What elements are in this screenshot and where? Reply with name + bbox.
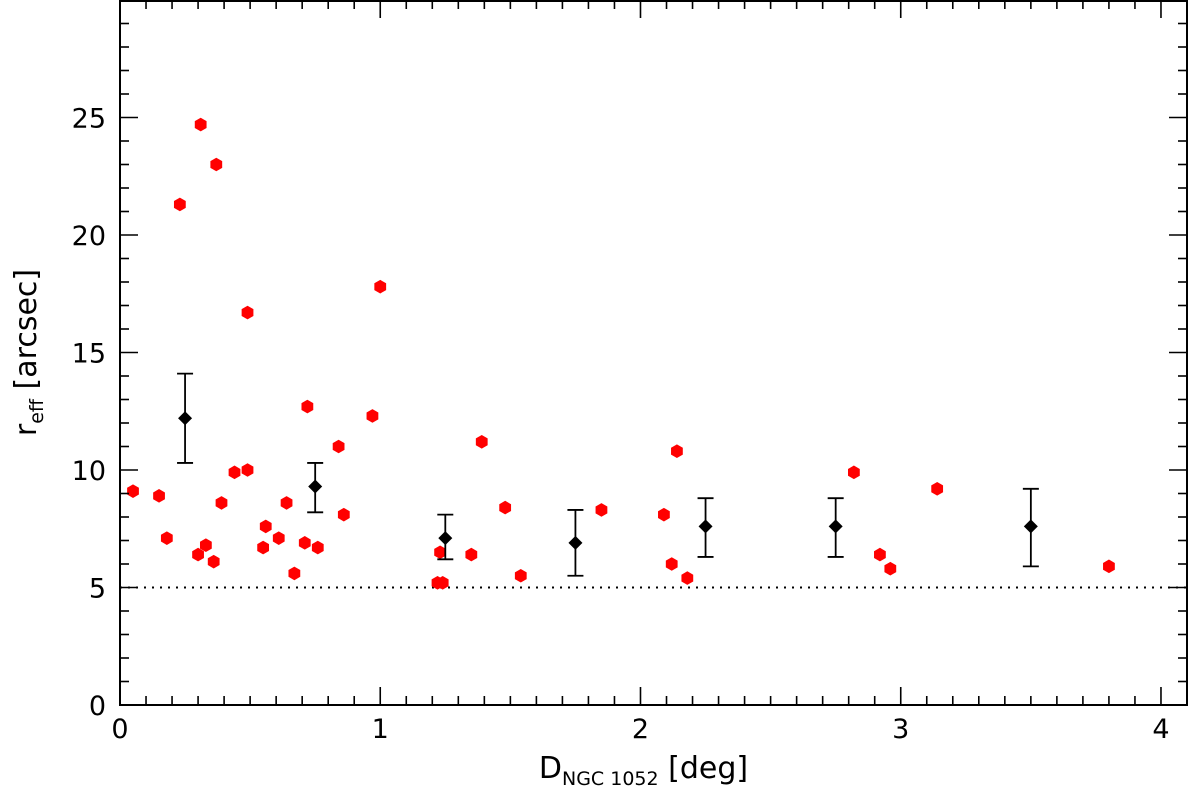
- x-tick-label: 3: [892, 714, 909, 745]
- x-axis-title: DNGC 1052 [deg]: [539, 751, 748, 790]
- data-point-diamond: [1023, 519, 1038, 534]
- data-point-hexagon: [259, 519, 272, 534]
- y-axis-title-subscript: eff: [26, 398, 48, 424]
- data-point-hexagon: [874, 547, 886, 562]
- data-point-hexagon: [931, 482, 944, 496]
- data-point-hexagon: [465, 547, 478, 562]
- data-point-hexagon: [199, 538, 212, 552]
- plot-frame: [119, 0, 1188, 706]
- data-point-diamond: [568, 535, 583, 550]
- data-point-diamond: [698, 519, 713, 534]
- x-tick-label: 2: [632, 714, 649, 745]
- data-point-hexagon: [194, 117, 207, 132]
- data-point-hexagon: [848, 465, 860, 480]
- y-tick-label: 10: [72, 456, 106, 487]
- data-point-hexagon: [434, 545, 446, 560]
- y-tick-label: 20: [72, 221, 106, 252]
- data-point-hexagon: [671, 444, 683, 458]
- data-point-hexagon: [288, 566, 301, 581]
- x-tick-label: 1: [372, 714, 389, 745]
- data-point-hexagon: [884, 561, 897, 576]
- y-axis-title-main: r: [9, 423, 44, 436]
- data-point-hexagon: [658, 507, 670, 522]
- y-tick-label: 15: [72, 339, 106, 370]
- data-point-hexagon: [160, 531, 173, 545]
- data-point-hexagon: [192, 547, 204, 562]
- data-point-hexagon: [337, 507, 350, 522]
- data-point-hexagon: [595, 503, 608, 517]
- data-point-hexagon: [241, 305, 254, 320]
- x-axis-title-unit: [deg]: [668, 751, 748, 786]
- y-axis-title-space: [9, 389, 44, 399]
- data-point-diamond: [828, 519, 843, 534]
- data-point-diamond: [178, 411, 193, 426]
- data-point-hexagon: [272, 531, 285, 545]
- axis-ticks: [119, 0, 1188, 706]
- data-point-hexagon: [499, 500, 512, 515]
- data-point-hexagon: [298, 536, 311, 550]
- data-point-hexagon: [374, 279, 387, 294]
- data-point-hexagon: [1103, 559, 1115, 574]
- y-tick-label: 25: [72, 104, 106, 135]
- data-point-diamond: [308, 479, 323, 494]
- data-point-diamond: [438, 531, 453, 546]
- data-point-hexagon: [280, 496, 293, 510]
- data-point-hexagon: [514, 568, 527, 583]
- data-point-hexagon: [241, 463, 254, 477]
- x-axis-title-subscript: NGC 1052: [562, 768, 659, 790]
- data-point-hexagon: [127, 484, 139, 498]
- data-point-hexagon: [228, 465, 241, 480]
- data-point-hexagon: [681, 571, 694, 585]
- data-point-hexagon: [207, 554, 220, 569]
- y-axis-title-unit: [arcsec]: [9, 269, 44, 390]
- data-point-hexagon: [665, 557, 678, 571]
- data-point-hexagon: [210, 157, 223, 172]
- y-tick-label: 5: [89, 574, 106, 605]
- x-tick-label: 4: [1152, 714, 1169, 745]
- data-point-hexagon: [301, 399, 314, 414]
- data-point-hexagon: [311, 540, 324, 555]
- data-point-hexagon: [332, 439, 345, 454]
- plot-area: [120, 117, 1187, 590]
- data-point-hexagon: [257, 540, 270, 555]
- data-point-hexagon: [215, 496, 228, 510]
- data-point-hexagon: [366, 409, 379, 423]
- tick-labels: 0 1 2 3 4 0 5 10 15 20 25: [72, 104, 1170, 746]
- data-point-hexagon: [173, 197, 186, 212]
- y-axis-title: reff [arcsec]: [9, 269, 48, 436]
- data-point-hexagon: [153, 489, 165, 503]
- y-tick-label: 0: [89, 691, 106, 722]
- data-point-hexagon: [475, 435, 488, 449]
- x-axis-title-main: D: [539, 751, 562, 786]
- x-tick-label: 0: [111, 714, 128, 745]
- data-point-hexagon: [436, 576, 449, 590]
- x-axis-title-space: [659, 751, 669, 786]
